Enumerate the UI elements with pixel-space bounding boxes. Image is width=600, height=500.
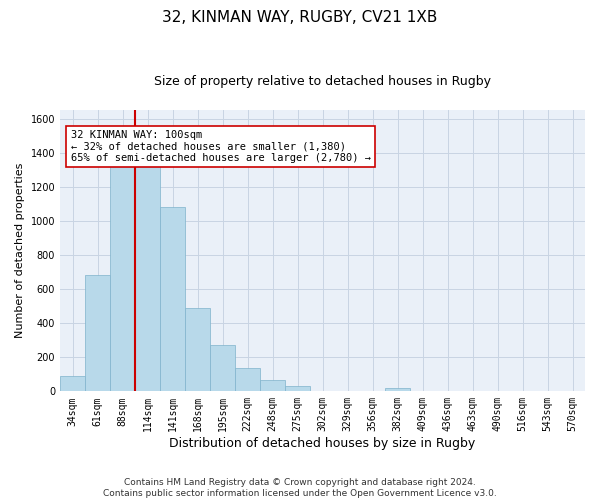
- Text: Contains HM Land Registry data © Crown copyright and database right 2024.
Contai: Contains HM Land Registry data © Crown c…: [103, 478, 497, 498]
- Bar: [235, 368, 260, 392]
- Y-axis label: Number of detached properties: Number of detached properties: [15, 163, 25, 338]
- Bar: [60, 376, 85, 392]
- Text: 32, KINMAN WAY, RUGBY, CV21 1XB: 32, KINMAN WAY, RUGBY, CV21 1XB: [163, 10, 437, 25]
- Bar: [210, 346, 235, 392]
- Bar: [160, 207, 185, 392]
- Bar: [85, 276, 110, 392]
- Bar: [385, 388, 410, 392]
- Bar: [285, 386, 310, 392]
- Bar: [185, 308, 210, 392]
- X-axis label: Distribution of detached houses by size in Rugby: Distribution of detached houses by size …: [169, 437, 476, 450]
- Bar: [260, 380, 285, 392]
- Title: Size of property relative to detached houses in Rugby: Size of property relative to detached ho…: [154, 75, 491, 88]
- Bar: [135, 164, 160, 392]
- Text: 32 KINMAN WAY: 100sqm
← 32% of detached houses are smaller (1,380)
65% of semi-d: 32 KINMAN WAY: 100sqm ← 32% of detached …: [71, 130, 371, 163]
- Bar: [110, 164, 135, 392]
